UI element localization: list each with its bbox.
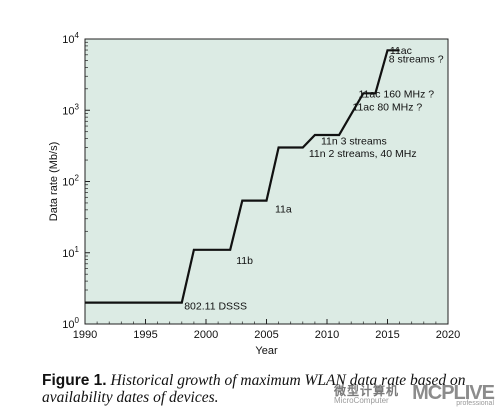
watermark-english: MicroComputer [334,396,389,405]
annotation-label: 802.11 DSSS [184,300,247,312]
y-tick-label: 101 [62,245,79,260]
figure-label: Figure 1. [42,372,107,389]
x-tick-label: 2005 [254,329,278,341]
annotation-label: 11ac [390,45,412,57]
watermark-chinese: 微型计算机 [334,384,400,398]
annotation-label: 11a [275,203,292,215]
x-axis-label: Year [255,345,278,357]
series-line [85,49,400,304]
y-tick-label: 104 [62,31,79,46]
x-tick-label: 2020 [436,329,460,341]
chart-svg: 1990 1995 2000 2005 2010 2015 2020 100 101 102 103… [48,31,460,357]
x-tick-label: 2000 [194,329,218,341]
plot-area [84,38,449,325]
x-tick-label: 1995 [133,329,157,341]
annotation-label: 11n 2 streams, 40 MHz [309,148,417,160]
figure-caption-text: Historical growth of maximum WLAN data r… [42,372,466,406]
watermark-logo: MCPLIVE [412,382,495,404]
y-axis-label: Data rate (Mb/s) [48,142,60,221]
annotation-label: 11ac 160 MHz ? [358,89,434,101]
annotation-label: 11ac 80 MHz ? [352,101,422,113]
x-tick-label: 2010 [315,329,339,341]
y-tick-label: 102 [62,174,79,189]
chart: 1990 1995 2000 2005 2010 2015 2020 100 101 102 103… [48,31,460,357]
annotation-label: 11n 3 streams [321,136,387,148]
y-tick-label: 103 [62,102,79,117]
watermark-sub: professional [456,400,494,407]
watermark: 微型计算机 MicroComputer MCPLIVE professional [334,382,495,408]
annotation-label: 8 streams ? [389,53,444,65]
y-tick-label: 100 [62,316,79,331]
annotation-label: 11b [236,255,253,267]
x-tick-label: 2015 [375,329,399,341]
x-tick-label: 1990 [73,329,97,341]
figure-caption: Figure 1. Historical growth of maximum W… [42,372,492,406]
